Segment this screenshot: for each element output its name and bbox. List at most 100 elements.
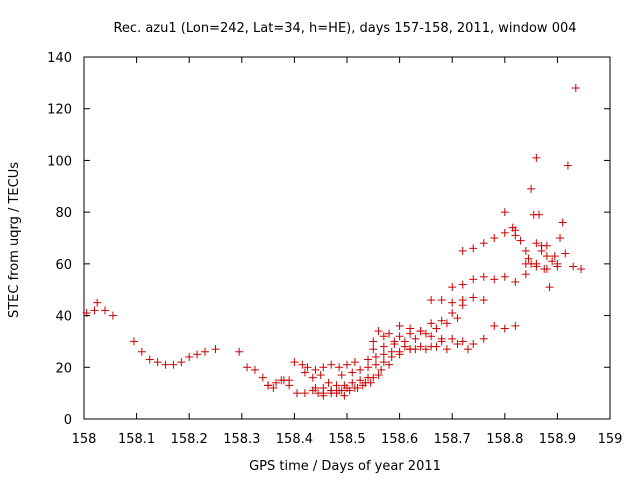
y-tick-label: 60 xyxy=(55,258,72,273)
data-point xyxy=(411,345,420,354)
data-points xyxy=(82,84,586,400)
y-tick-label: 0 xyxy=(64,413,72,428)
data-point xyxy=(169,360,178,369)
data-point xyxy=(411,334,420,343)
data-point xyxy=(469,293,478,302)
data-point xyxy=(448,283,457,292)
data-point xyxy=(561,249,570,258)
data-point xyxy=(345,386,354,395)
data-point xyxy=(500,228,509,237)
data-point xyxy=(516,236,525,245)
data-point xyxy=(442,319,451,328)
data-point xyxy=(427,319,436,328)
data-point xyxy=(348,368,357,377)
data-point xyxy=(453,314,462,323)
data-point xyxy=(269,383,278,392)
data-point xyxy=(348,378,357,387)
data-point xyxy=(448,298,457,307)
data-point xyxy=(153,358,162,367)
data-point xyxy=(371,352,380,361)
data-point xyxy=(558,218,567,227)
data-point xyxy=(211,345,220,354)
data-point xyxy=(479,239,488,248)
data-point xyxy=(337,386,346,395)
data-point xyxy=(340,391,349,400)
x-tick-label: 159 xyxy=(598,432,623,447)
data-point xyxy=(500,208,509,217)
data-point xyxy=(161,360,170,369)
x-axis-label: GPS time / Days of year 2011 xyxy=(249,459,441,474)
data-point xyxy=(327,360,336,369)
data-point xyxy=(532,153,541,162)
x-tick-label: 158.3 xyxy=(223,432,260,447)
data-point xyxy=(479,334,488,343)
y-tick-label: 40 xyxy=(55,310,72,325)
data-point xyxy=(343,360,351,369)
data-point xyxy=(356,365,365,374)
data-point xyxy=(553,262,562,271)
data-point xyxy=(193,350,202,359)
data-point xyxy=(395,332,404,341)
data-point xyxy=(534,210,543,219)
data-point xyxy=(437,316,446,325)
data-point xyxy=(421,345,430,354)
data-point xyxy=(571,84,580,93)
data-point xyxy=(432,342,441,351)
data-point xyxy=(264,381,273,390)
y-tick-label: 140 xyxy=(47,51,72,66)
data-point xyxy=(453,340,462,349)
data-point xyxy=(400,342,409,351)
data-point xyxy=(521,246,530,255)
data-point xyxy=(327,386,336,395)
data-point xyxy=(532,262,541,271)
data-point xyxy=(537,246,546,255)
data-point xyxy=(356,376,365,385)
data-point xyxy=(243,363,252,372)
data-point xyxy=(300,368,309,377)
data-point xyxy=(437,296,446,305)
data-point xyxy=(490,275,499,284)
data-point xyxy=(406,324,415,333)
data-point xyxy=(540,265,549,274)
data-point xyxy=(335,363,344,372)
data-point xyxy=(508,223,517,232)
data-point xyxy=(427,296,436,305)
data-point xyxy=(458,296,467,305)
data-point xyxy=(374,327,383,336)
data-point xyxy=(511,231,520,240)
data-point xyxy=(390,337,399,346)
x-tick-label: 158.7 xyxy=(434,432,471,447)
data-point xyxy=(469,244,478,253)
data-point xyxy=(324,378,333,387)
data-point xyxy=(532,239,541,248)
data-point xyxy=(235,347,244,356)
data-point xyxy=(353,383,362,392)
data-point xyxy=(524,254,533,263)
data-point xyxy=(369,373,378,382)
data-point xyxy=(364,363,373,372)
data-point xyxy=(177,358,186,367)
chart-title: Rec. azu1 (Lon=242, Lat=34, h=HE), days … xyxy=(113,21,576,36)
data-point xyxy=(458,337,467,346)
data-point xyxy=(500,272,509,281)
data-point xyxy=(463,345,472,354)
data-point xyxy=(285,381,294,390)
data-point xyxy=(311,365,320,374)
data-point xyxy=(300,389,309,398)
data-point xyxy=(421,329,430,338)
data-point xyxy=(448,334,457,343)
data-point xyxy=(379,350,388,359)
data-point xyxy=(521,270,530,279)
data-point xyxy=(550,252,559,261)
data-point xyxy=(364,355,373,364)
y-axis-ticks: 0 20 40 60 80 100 120 140 xyxy=(47,51,610,428)
data-point xyxy=(556,234,565,242)
data-point xyxy=(490,234,499,242)
data-point xyxy=(185,352,194,361)
data-point xyxy=(395,321,404,330)
data-point xyxy=(432,324,441,333)
y-tick-label: 80 xyxy=(55,206,72,221)
data-point xyxy=(319,363,328,372)
data-point xyxy=(511,321,520,330)
data-point xyxy=(137,347,146,356)
